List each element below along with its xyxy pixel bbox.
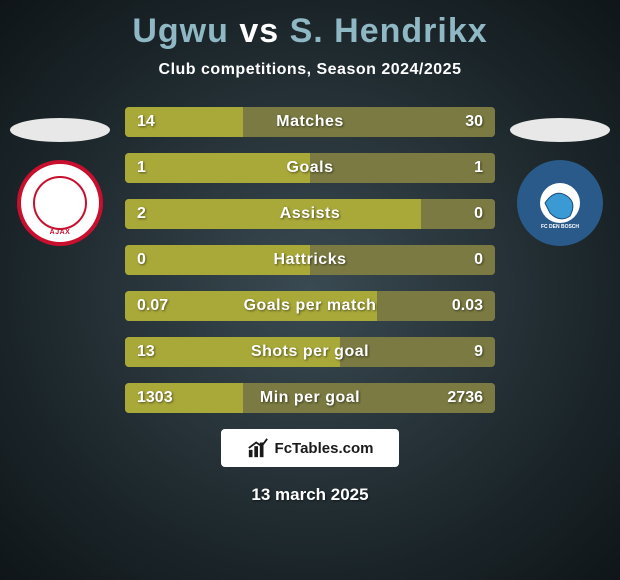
stat-row: 1 1 Goals	[125, 153, 495, 183]
left-club-badge	[10, 118, 110, 278]
left-club-logo	[17, 160, 103, 246]
stat-row: 0 0 Hattricks	[125, 245, 495, 275]
stat-label: Goals per match	[244, 297, 377, 315]
stat-label: Matches	[276, 113, 344, 131]
chart-icon	[247, 437, 269, 459]
svg-text:FC DEN BOSCH: FC DEN BOSCH	[541, 224, 579, 230]
left-country-flag	[10, 118, 110, 142]
stat-label: Goals	[287, 159, 334, 177]
stat-label: Hattricks	[274, 251, 347, 269]
right-club-badge: FC DEN BOSCH	[510, 118, 610, 278]
stat-value-left: 0.07	[137, 297, 168, 315]
stats-container: 14 30 Matches 1 1 Goals 2 0 Assists 0 0 Hattricks 0.…	[125, 107, 495, 413]
stat-value-right: 0	[474, 205, 483, 223]
player2-name: S. Hendrikx	[290, 12, 488, 50]
brand-badge: FcTables.com	[221, 429, 399, 467]
comparison-title: Ugwu vs S. Hendrikx	[0, 0, 620, 51]
stat-value-right: 0.03	[452, 297, 483, 315]
stat-value-left: 1	[137, 159, 146, 177]
stat-row: 1303 2736 Min per goal	[125, 383, 495, 413]
stat-label: Min per goal	[260, 389, 360, 407]
player1-name: Ugwu	[132, 12, 229, 50]
stat-value-left: 1303	[137, 389, 173, 407]
stat-row: 0.07 0.03 Goals per match	[125, 291, 495, 321]
right-country-flag	[510, 118, 610, 142]
stat-value-right: 30	[465, 113, 483, 131]
subtitle: Club competitions, Season 2024/2025	[0, 61, 620, 79]
right-club-logo: FC DEN BOSCH	[517, 160, 603, 246]
stat-row: 2 0 Assists	[125, 199, 495, 229]
stat-bar-left	[125, 199, 421, 229]
brand-text: FcTables.com	[275, 440, 374, 457]
stat-value-right: 1	[474, 159, 483, 177]
stat-label: Shots per goal	[251, 343, 369, 361]
stat-value-left: 2	[137, 205, 146, 223]
stat-value-right: 9	[474, 343, 483, 361]
stat-value-left: 14	[137, 113, 155, 131]
footer-date: 13 march 2025	[0, 485, 620, 505]
vs-text: vs	[239, 12, 279, 50]
stat-row: 14 30 Matches	[125, 107, 495, 137]
stat-bar-right	[310, 153, 495, 183]
stat-value-left: 0	[137, 251, 146, 269]
stat-value-right: 2736	[447, 389, 483, 407]
stat-bar-right	[421, 199, 495, 229]
stat-label: Assists	[280, 205, 340, 223]
stat-value-right: 0	[474, 251, 483, 269]
stat-bar-left	[125, 153, 310, 183]
stat-value-left: 13	[137, 343, 155, 361]
stat-row: 13 9 Shots per goal	[125, 337, 495, 367]
